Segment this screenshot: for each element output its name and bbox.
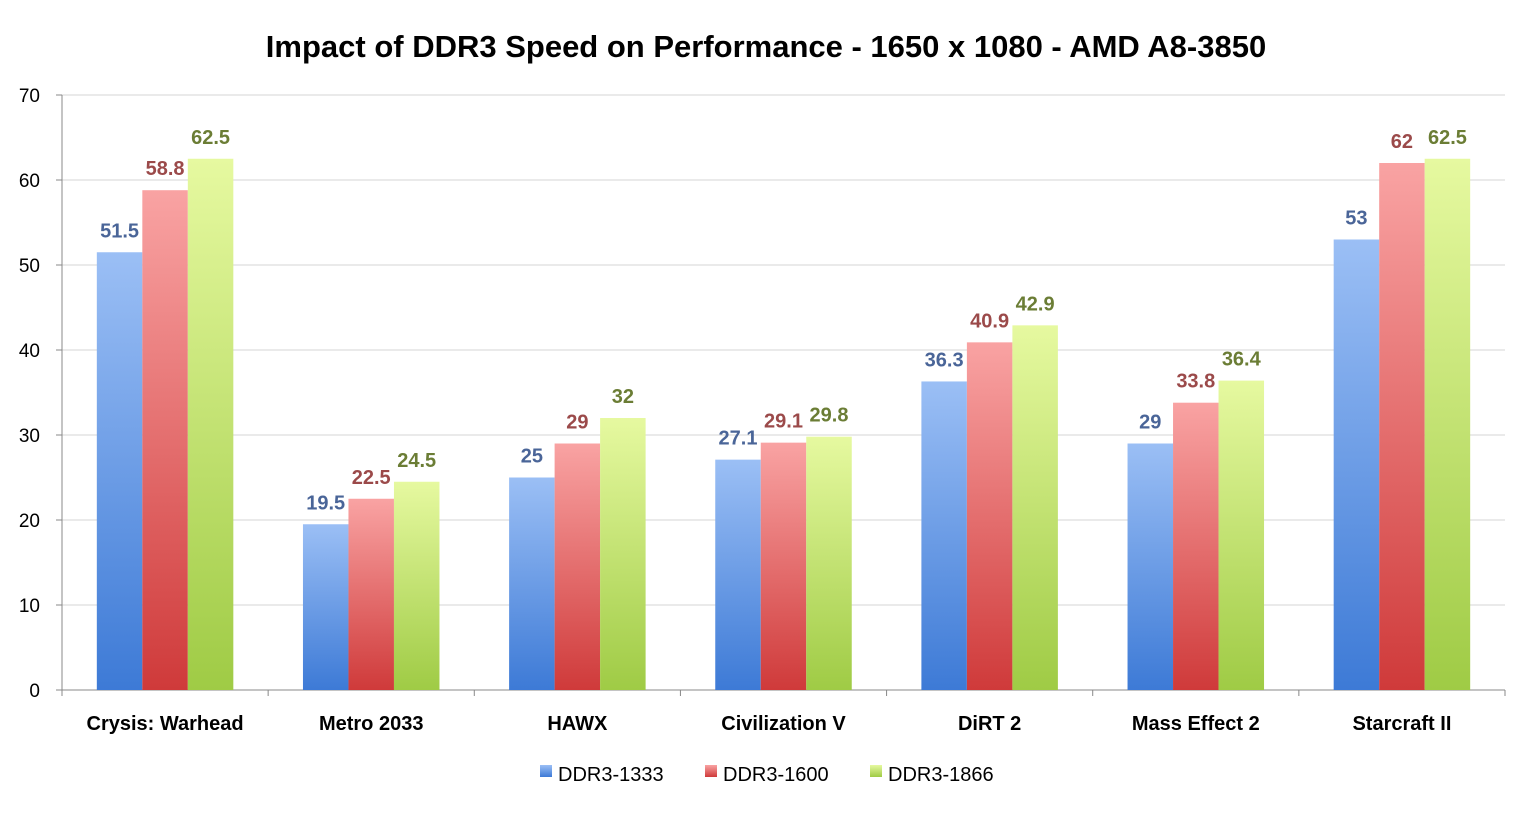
bar — [554, 443, 601, 690]
data-label: 51.5 — [100, 220, 139, 242]
legend-label: DDR3-1866 — [888, 764, 994, 786]
bar — [760, 442, 807, 690]
data-label: 62.5 — [191, 127, 230, 149]
bar — [715, 459, 761, 690]
data-label: 29 — [566, 412, 588, 434]
x-tick-label: Mass Effect 2 — [1132, 713, 1260, 735]
data-label: 29.1 — [764, 411, 803, 433]
legend-swatch — [540, 765, 552, 777]
y-tick-label: 70 — [19, 86, 40, 107]
x-tick-label: HAWX — [547, 713, 608, 735]
y-tick-label: 0 — [29, 681, 40, 702]
data-label: 24.5 — [397, 450, 436, 472]
data-label: 27.1 — [719, 428, 758, 450]
bar — [96, 252, 143, 690]
x-tick-label: Crysis: Warhead — [87, 713, 244, 735]
bar — [1127, 443, 1174, 690]
bar — [806, 436, 852, 690]
legend-label: DDR3-1600 — [723, 764, 829, 786]
data-label: 25 — [521, 446, 543, 468]
y-tick-label: 60 — [19, 171, 40, 192]
bar — [509, 477, 555, 690]
bar — [393, 481, 440, 690]
bars — [96, 158, 1471, 690]
data-label: 40.9 — [970, 310, 1009, 332]
data-label: 42.9 — [1016, 293, 1055, 315]
bar — [187, 158, 234, 690]
y-tick-label: 40 — [19, 341, 40, 362]
data-label: 22.5 — [352, 467, 391, 489]
legend-label: DDR3-1333 — [558, 764, 664, 786]
axes: Crysis: Warhead Metro 2033 HAWX Civilizatio… — [61, 95, 1506, 735]
y-tick-label: 30 — [19, 426, 40, 447]
data-label: 32 — [612, 386, 634, 408]
legend-swatch — [705, 765, 717, 777]
data-label: 36.4 — [1222, 349, 1262, 371]
bar — [966, 342, 1013, 690]
bar — [1333, 239, 1380, 690]
bar — [142, 190, 188, 690]
bar — [302, 524, 349, 690]
data-label: 62.5 — [1428, 127, 1467, 149]
data-labels: 51.5 58.8 62.5 19.5 22.5 24.5 25 29 32 27.1 29.1 29… — [100, 127, 1467, 515]
bar — [1379, 163, 1425, 690]
y-tick-label: 50 — [19, 256, 40, 277]
bar — [348, 498, 394, 690]
bar — [921, 381, 967, 690]
legend-swatch — [870, 765, 882, 777]
bar — [1424, 158, 1471, 690]
x-tick-label: Civilization V — [721, 713, 846, 735]
data-label: 58.8 — [146, 158, 185, 180]
data-label: 19.5 — [306, 492, 345, 514]
data-label: 36.3 — [925, 349, 964, 371]
bar — [1218, 380, 1265, 690]
bar — [600, 418, 646, 690]
data-label: 53 — [1345, 208, 1367, 230]
y-tick-label: 10 — [19, 596, 40, 617]
x-tick-label: Starcraft II — [1352, 713, 1451, 735]
legend: DDR3-1333 DDR3-1600 DDR3-1866 — [540, 764, 994, 786]
data-label: 33.8 — [1176, 371, 1215, 393]
bar — [1173, 402, 1219, 690]
y-tick-label: 20 — [19, 511, 40, 532]
x-tick-label: DiRT 2 — [958, 713, 1021, 735]
data-label: 62 — [1391, 131, 1413, 153]
data-label: 29.8 — [810, 405, 849, 427]
data-label: 29 — [1139, 412, 1161, 434]
chart-title: Impact of DDR3 Speed on Performance - 16… — [266, 29, 1266, 64]
bar — [1012, 325, 1058, 690]
x-tick-label: Metro 2033 — [319, 713, 424, 735]
